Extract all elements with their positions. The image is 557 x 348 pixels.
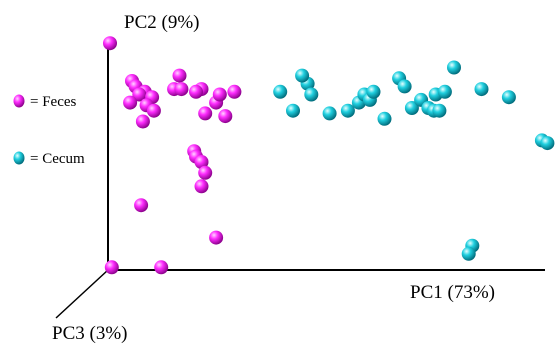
data-points [103, 36, 555, 275]
point-cecum-22 [447, 60, 461, 75]
legend-label-cecum: = Cecum [30, 151, 85, 167]
pc2-axis-label: PC2 (9%) [124, 12, 199, 33]
point-feces-7 [123, 95, 138, 110]
point-feces-1 [103, 36, 117, 51]
point-feces-20 [218, 109, 233, 124]
point-feces-29 [154, 260, 169, 275]
point-feces-10 [135, 114, 150, 129]
legend-item-feces: = Feces [13, 94, 77, 110]
point-feces-27 [209, 230, 224, 245]
point-cecum-28 [461, 246, 476, 261]
point-feces-15 [189, 84, 203, 99]
point-cecum-2 [286, 103, 300, 118]
point-feces-26 [134, 198, 149, 213]
point-cecum-12 [377, 111, 392, 126]
point-cecum-21 [437, 84, 452, 99]
point-feces-5 [132, 87, 147, 102]
point-cecum-23 [474, 82, 489, 97]
point-feces-13 [174, 82, 189, 97]
pc1-axis-label: PC1 (73%) [410, 282, 495, 303]
point-cecum-6 [322, 106, 337, 121]
pc3-axis-line [55, 269, 109, 319]
point-feces-19 [198, 106, 213, 121]
point-feces-18 [227, 84, 242, 99]
point-cecum-5 [304, 87, 319, 102]
legend-swatch-feces [13, 94, 25, 108]
legend-swatch-cecum [13, 151, 25, 165]
point-cecum-24 [501, 90, 516, 105]
point-feces-25 [194, 179, 209, 194]
point-cecum-1 [273, 84, 288, 99]
point-cecum-11 [366, 84, 381, 99]
pc3-axis-label: PC3 (3%) [52, 323, 127, 344]
legend-item-cecum: = Cecum [13, 151, 85, 167]
point-cecum-20 [432, 103, 447, 118]
point-feces-23 [194, 155, 209, 169]
point-cecum-4 [295, 68, 310, 83]
point-cecum-14 [397, 79, 412, 94]
point-feces-11 [172, 68, 187, 83]
point-feces-28 [104, 260, 119, 275]
point-feces-17 [212, 87, 227, 102]
legend: = Feces = Cecum [13, 94, 85, 167]
legend-label-feces: = Feces [30, 94, 77, 110]
point-cecum-7 [340, 103, 355, 118]
point-cecum-15 [404, 101, 419, 115]
point-feces-9 [146, 103, 161, 118]
point-feces-24 [198, 165, 213, 180]
point-cecum-26 [540, 136, 555, 151]
